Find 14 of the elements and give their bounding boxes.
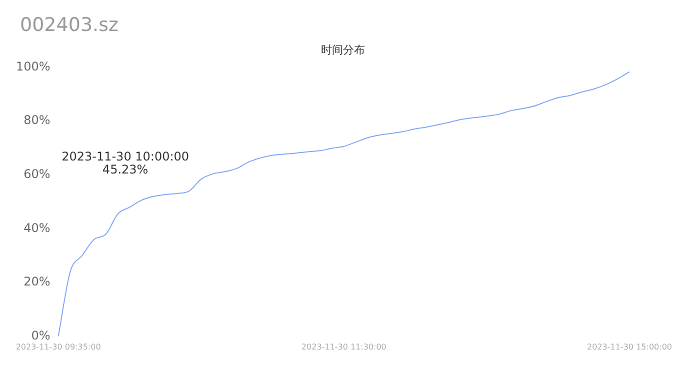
chart-title: 002403.sz [20, 14, 118, 36]
y-tick-label: 100% [16, 59, 50, 74]
x-tick-label: 2023-11-30 15:00:00 [587, 342, 672, 352]
annotation: 2023-11-30 10:00:00 [62, 149, 190, 164]
y-tick-label: 20% [24, 274, 50, 289]
x-tick-label: 2023-11-30 09:35:00 [16, 342, 101, 352]
annotation: 45.23% [102, 162, 148, 176]
y-tick-label: 80% [24, 113, 50, 128]
chart-subtitle: 时间分布 [321, 43, 365, 56]
line-series [58, 71, 630, 336]
y-tick-label: 60% [24, 167, 50, 182]
y-tick-label: 0% [31, 328, 50, 343]
x-tick-label: 2023-11-30 11:30:00 [301, 342, 386, 352]
y-tick-label: 40% [24, 220, 50, 235]
